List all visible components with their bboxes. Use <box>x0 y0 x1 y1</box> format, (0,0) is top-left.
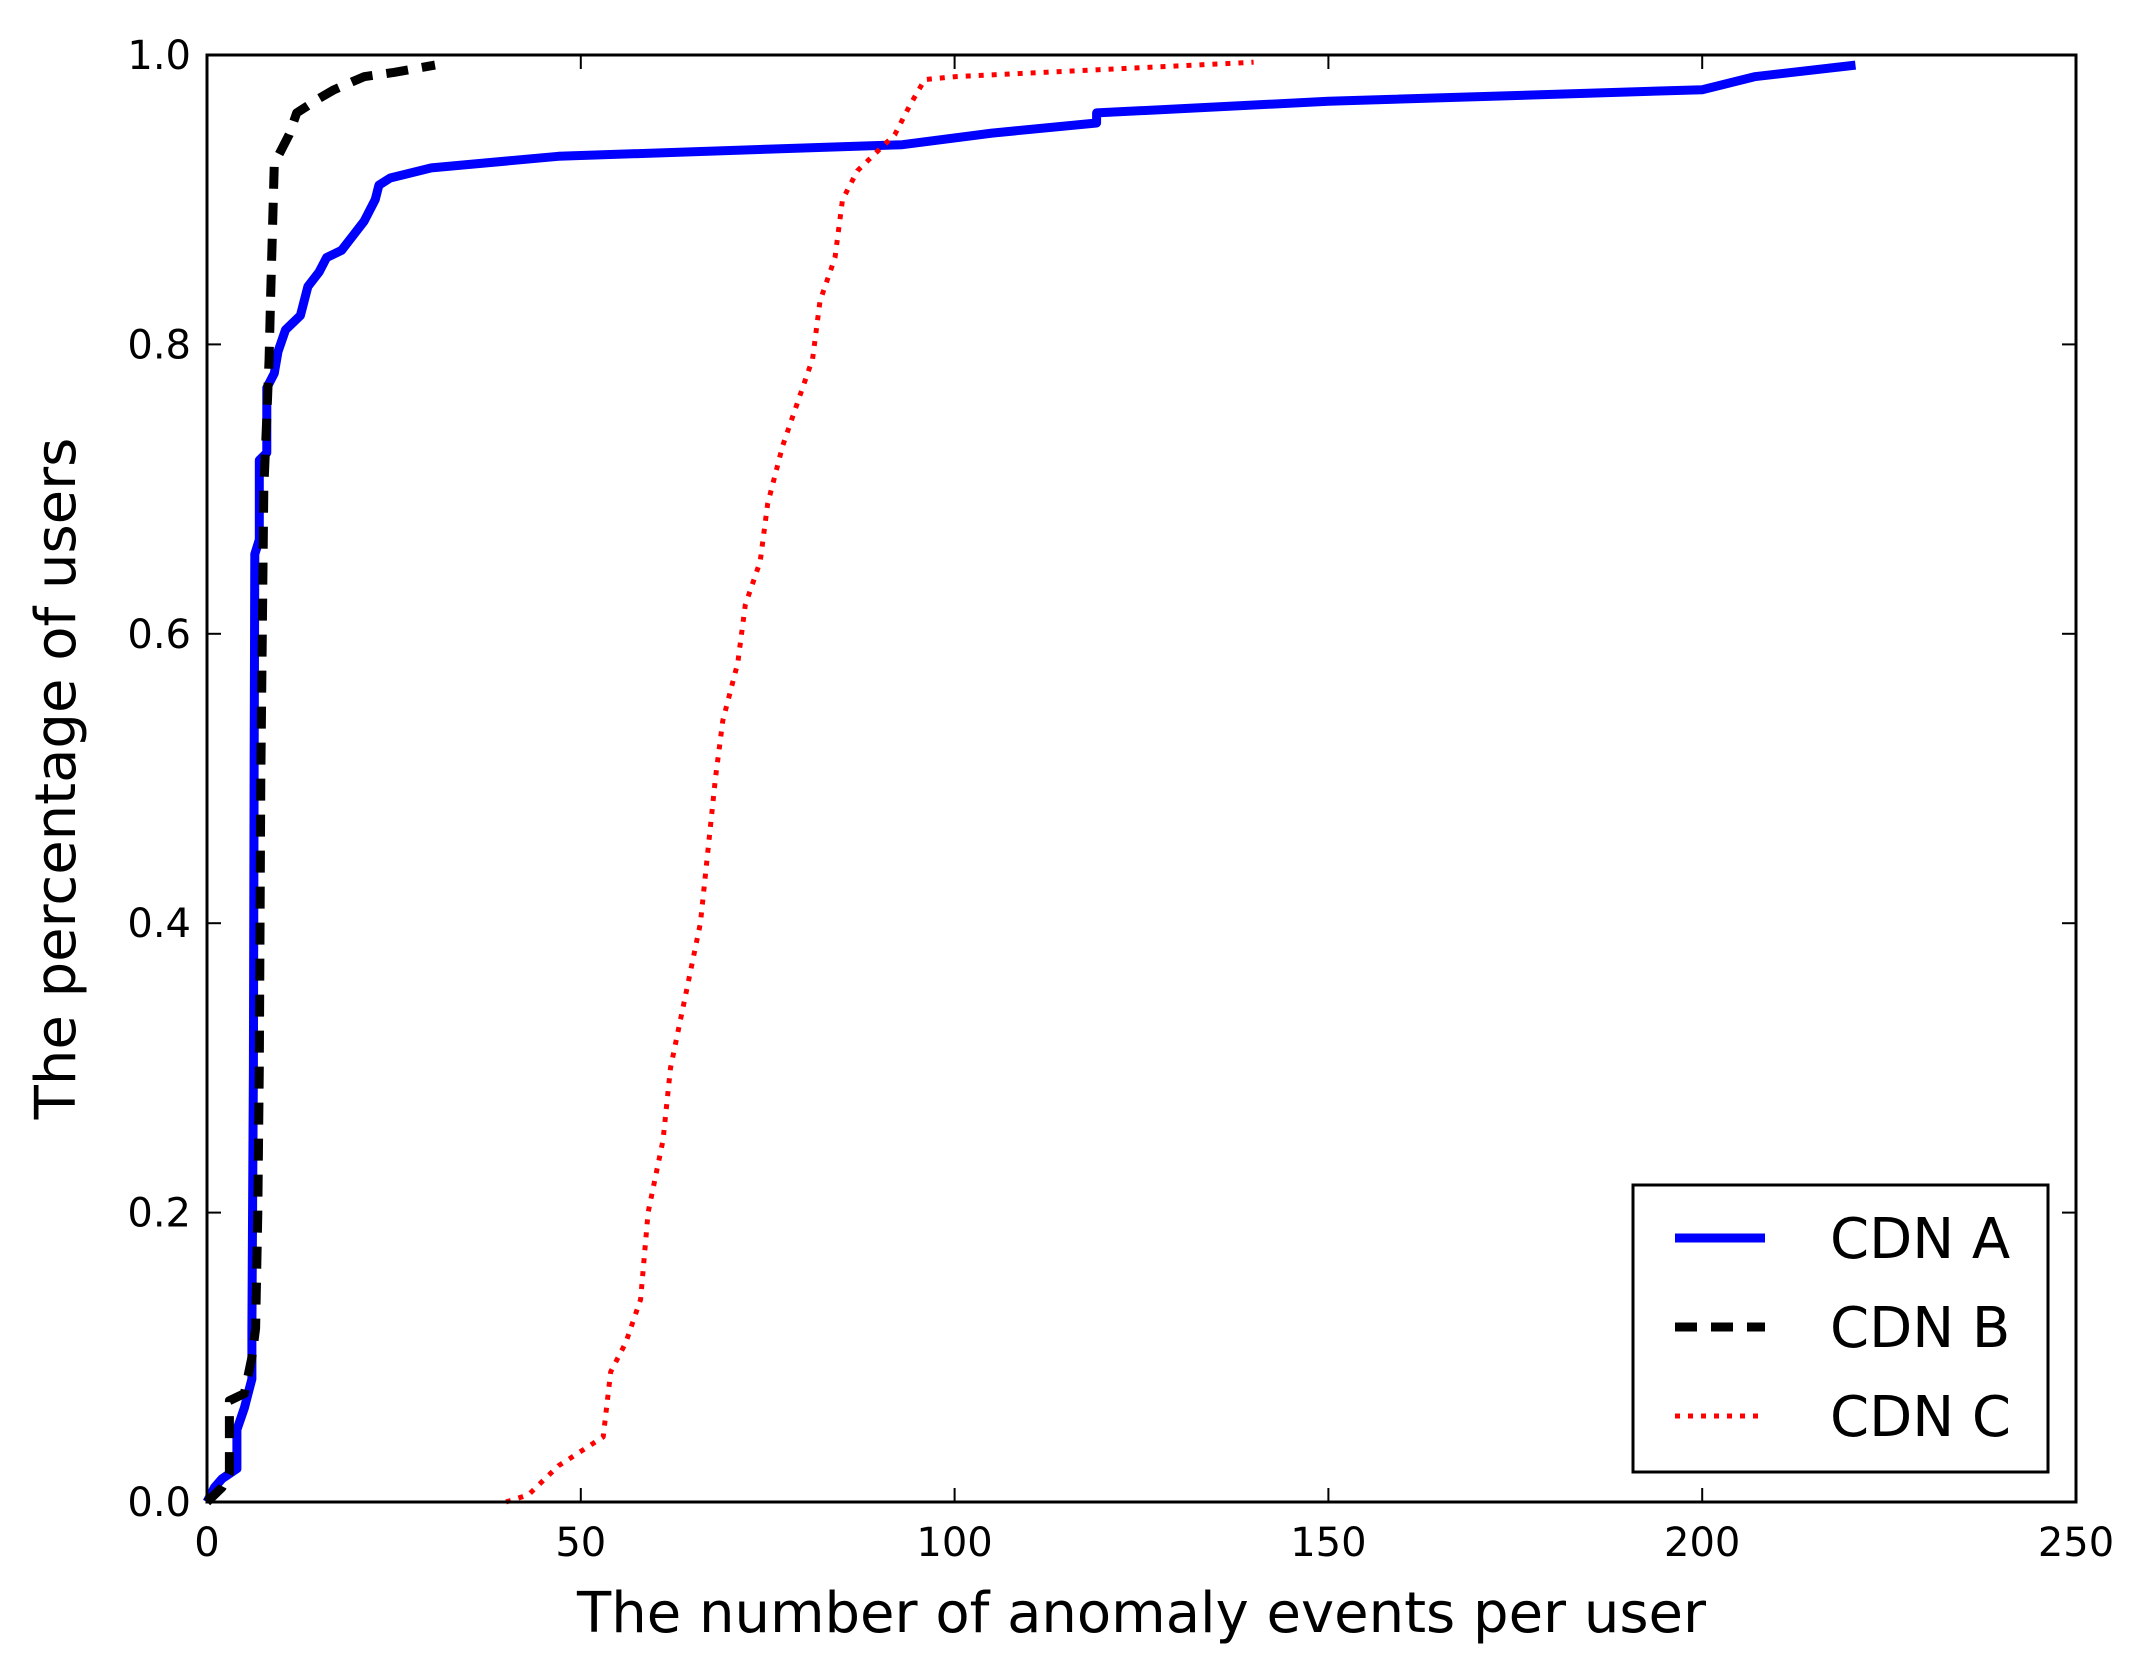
series-line-cdn-b <box>203 60 436 1506</box>
y-tick-label: 0.6 <box>127 612 191 658</box>
y-tick-label: 0.2 <box>127 1191 191 1237</box>
y-tick-label: 0.0 <box>127 1480 191 1526</box>
x-tick-label: 50 <box>555 1520 606 1566</box>
x-axis-label: The number of anomaly events per user <box>576 1581 1707 1646</box>
x-tick-label: 100 <box>916 1520 992 1566</box>
x-tick-label: 150 <box>1290 1520 1366 1566</box>
x-tick-label: 200 <box>1664 1520 1740 1566</box>
y-axis-label: The percentage of users <box>24 438 89 1121</box>
axis-tick-labels: 0 50 100 150 200 250 0.0 0.2 0.4 0.6 0.8 1.0 <box>127 33 2114 1566</box>
series-lines <box>203 59 1857 1506</box>
x-tick-label: 250 <box>2038 1520 2114 1566</box>
legend-box <box>1631 1183 2050 1474</box>
legend-label: CDN B <box>1830 1296 2010 1361</box>
x-tick-label: 0 <box>194 1520 219 1566</box>
legend-label: CDN C <box>1830 1385 2011 1450</box>
series-line-cdn-a <box>203 60 1857 1505</box>
y-tick-label: 1.0 <box>127 33 191 79</box>
y-tick-label: 0.4 <box>127 901 191 947</box>
y-tick-label: 0.8 <box>127 322 191 368</box>
plot-frame <box>205 53 2078 1504</box>
legend: CDN A CDN B CDN C <box>1631 1183 2050 1474</box>
legend-label: CDN A <box>1830 1207 2010 1272</box>
